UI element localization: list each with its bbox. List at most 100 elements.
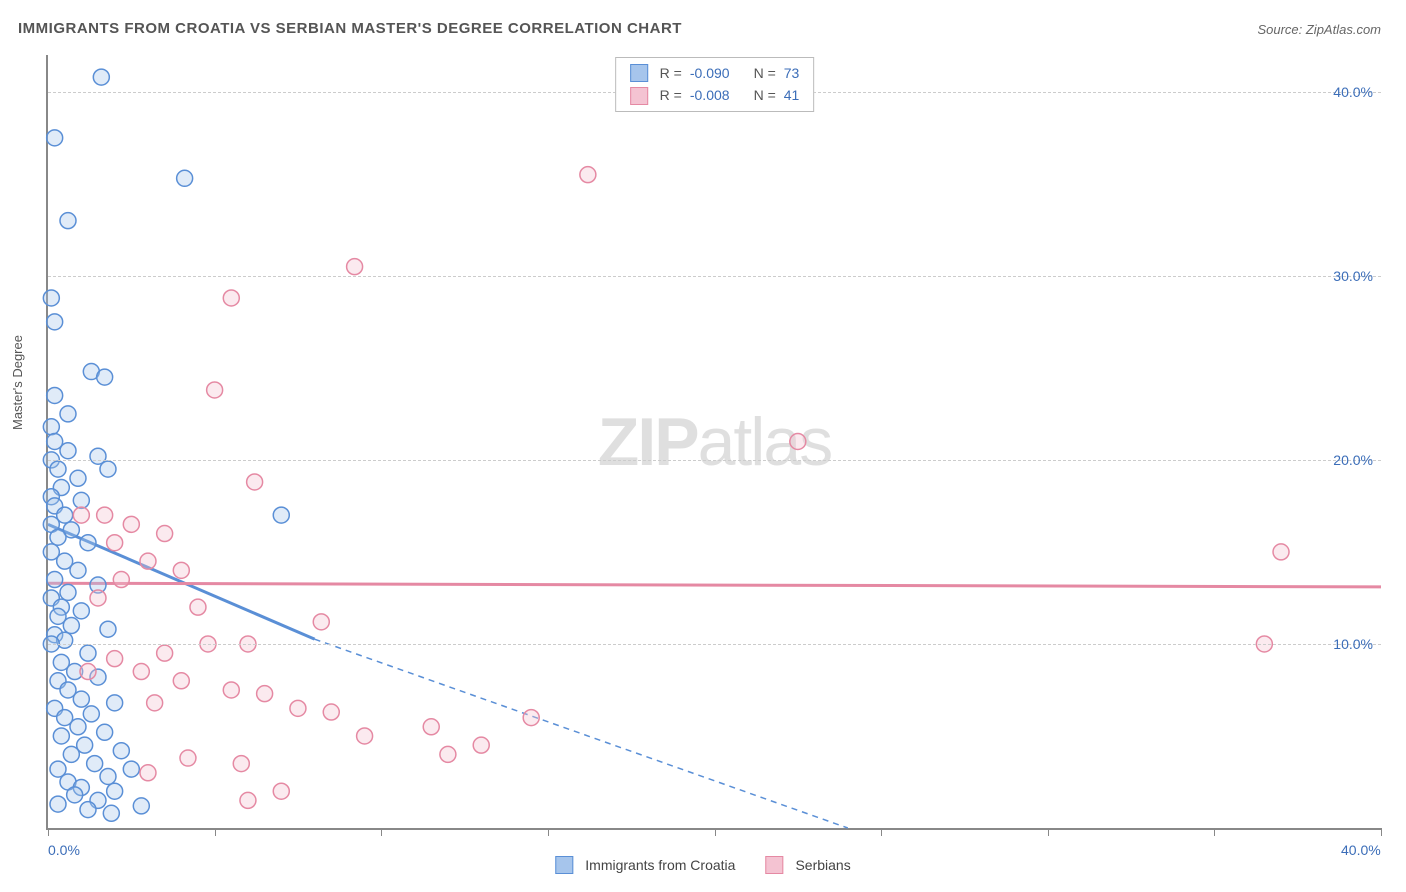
data-point [47, 572, 63, 588]
y-tick-label: 20.0% [1333, 452, 1373, 468]
data-point [73, 603, 89, 619]
legend-label-1: Serbians [795, 857, 850, 873]
data-point [87, 756, 103, 772]
data-point [247, 474, 263, 490]
stats-legend: R = -0.090 N = 73 R = -0.008 N = 41 [615, 57, 815, 112]
data-point [173, 673, 189, 689]
r-value-0: -0.090 [690, 62, 730, 84]
data-point [440, 746, 456, 762]
stats-row-1: R = -0.008 N = 41 [630, 84, 800, 106]
data-point [60, 584, 76, 600]
swatch-icon [630, 87, 648, 105]
gridline [48, 644, 1381, 645]
data-point [233, 756, 249, 772]
chart-container: IMMIGRANTS FROM CROATIA VS SERBIAN MASTE… [0, 0, 1406, 892]
swatch-icon [630, 64, 648, 82]
data-point [80, 664, 96, 680]
n-label: N = [754, 84, 776, 106]
source-attribution: Source: ZipAtlas.com [1257, 22, 1381, 37]
data-point [50, 529, 66, 545]
y-axis-label: Master's Degree [10, 335, 25, 430]
data-point [157, 526, 173, 542]
data-point [790, 434, 806, 450]
data-point [257, 686, 273, 702]
legend-item-1: Serbians [765, 856, 850, 874]
chart-svg [48, 55, 1381, 828]
data-point [43, 419, 59, 435]
data-point [123, 761, 139, 777]
data-point [113, 743, 129, 759]
data-point [100, 768, 116, 784]
x-tick [48, 828, 49, 836]
data-point [93, 69, 109, 85]
data-point [100, 461, 116, 477]
data-point [97, 507, 113, 523]
x-tick [1381, 828, 1382, 836]
data-point [100, 621, 116, 637]
trendline-dashed [315, 639, 848, 828]
data-point [140, 765, 156, 781]
data-point [60, 406, 76, 422]
data-point [107, 695, 123, 711]
data-point [80, 645, 96, 661]
stats-row-0: R = -0.090 N = 73 [630, 62, 800, 84]
data-point [73, 492, 89, 508]
data-point [133, 664, 149, 680]
data-point [70, 562, 86, 578]
data-point [157, 645, 173, 661]
data-point [180, 750, 196, 766]
y-tick-label: 40.0% [1333, 84, 1373, 100]
data-point [63, 746, 79, 762]
data-point [313, 614, 329, 630]
data-point [70, 470, 86, 486]
data-point [43, 290, 59, 306]
y-tick-label: 30.0% [1333, 268, 1373, 284]
chart-title: IMMIGRANTS FROM CROATIA VS SERBIAN MASTE… [18, 20, 682, 37]
data-point [113, 572, 129, 588]
data-point [83, 706, 99, 722]
data-point [47, 130, 63, 146]
data-point [80, 535, 96, 551]
x-tick-label: 40.0% [1341, 842, 1381, 858]
data-point [177, 170, 193, 186]
gridline [48, 276, 1381, 277]
data-point [90, 590, 106, 606]
n-value-1: 41 [784, 84, 800, 106]
data-point [240, 792, 256, 808]
x-tick [1214, 828, 1215, 836]
data-point [47, 387, 63, 403]
plot-area: ZIPatlas R = -0.090 N = 73 R = -0.008 N … [46, 55, 1381, 830]
series-legend: Immigrants from Croatia Serbians [555, 856, 850, 874]
x-tick [881, 828, 882, 836]
n-value-0: 73 [784, 62, 800, 84]
x-tick [1048, 828, 1049, 836]
data-point [273, 783, 289, 799]
data-point [73, 507, 89, 523]
data-point [1273, 544, 1289, 560]
x-tick [715, 828, 716, 836]
data-point [73, 691, 89, 707]
x-tick-label: 0.0% [48, 842, 80, 858]
x-tick [548, 828, 549, 836]
data-point [70, 719, 86, 735]
data-point [273, 507, 289, 523]
trendline [48, 583, 1381, 587]
data-point [97, 724, 113, 740]
legend-item-0: Immigrants from Croatia [555, 856, 735, 874]
data-point [60, 213, 76, 229]
data-point [223, 290, 239, 306]
data-point [580, 167, 596, 183]
data-point [50, 461, 66, 477]
data-point [473, 737, 489, 753]
y-tick-label: 10.0% [1333, 636, 1373, 652]
data-point [50, 796, 66, 812]
data-point [63, 618, 79, 634]
swatch-icon [555, 856, 573, 874]
data-point [223, 682, 239, 698]
data-point [133, 798, 149, 814]
data-point [67, 787, 83, 803]
x-tick [381, 828, 382, 836]
data-point [523, 710, 539, 726]
data-point [123, 516, 139, 532]
data-point [173, 562, 189, 578]
